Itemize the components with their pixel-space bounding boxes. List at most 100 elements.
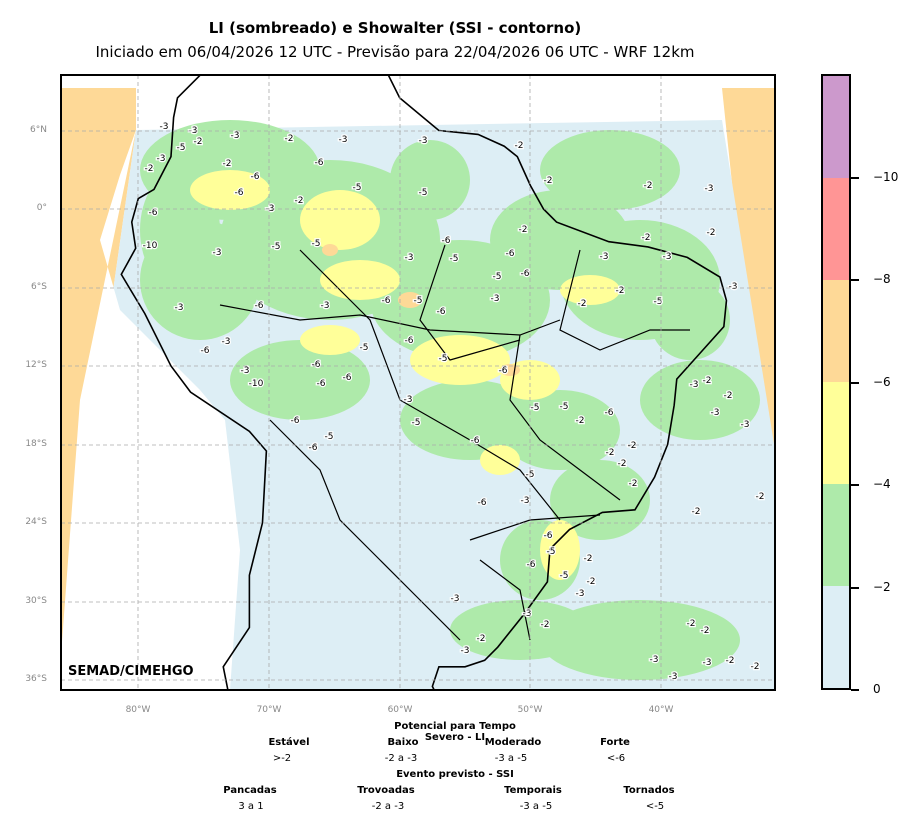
contour-label: -3 <box>523 609 532 619</box>
orange-area <box>398 292 422 308</box>
contour-label: -3 <box>405 253 414 263</box>
contour-label: -6 <box>315 158 324 168</box>
li-class-range: -3 a -5 <box>494 753 528 764</box>
contour-label: -2 <box>541 620 550 630</box>
contour-label: -6 <box>312 360 321 370</box>
ssi-class-range: -3 a -5 <box>519 801 553 812</box>
gridlines <box>61 75 775 690</box>
colorbar-segment <box>823 178 849 280</box>
contour-label: -2 <box>606 448 615 458</box>
contour-label: -6 <box>437 307 446 317</box>
yellow-area <box>300 325 360 355</box>
contour-label: -2 <box>578 299 587 309</box>
contour-label: -6 <box>506 249 515 259</box>
contour-label: -2 <box>223 159 232 169</box>
li-green-areas <box>140 120 760 680</box>
colorbar-label: 0 <box>873 682 881 696</box>
contour-label: -2 <box>515 141 524 151</box>
contour-label: -5 <box>412 418 421 428</box>
contour-label: -6 <box>251 172 260 182</box>
li-class-name: Forte <box>600 737 630 748</box>
contour-label: -3 <box>521 496 530 506</box>
ssi-contour-labels: -3 -3-5-2-3 -2 -3 -3 -2-3-2 -2-6-6-5 -5-2 -2 -3-6… <box>141 121 765 684</box>
contour-label: -5 <box>414 296 423 306</box>
contour-label: -5 <box>493 272 502 282</box>
contour-label: -10 <box>143 241 158 251</box>
contour-label: -5 <box>272 242 281 252</box>
contour-label: -3 <box>650 655 659 665</box>
lat-tick: 12°S <box>25 360 47 370</box>
contour-label: -2 <box>145 164 154 174</box>
contour-label: -5 <box>560 571 569 581</box>
green-area <box>550 460 650 540</box>
contour-label: -3 <box>157 154 166 164</box>
li-class-name: Estável <box>268 737 310 748</box>
contour-label: -5 <box>353 183 362 193</box>
lat-tick: 24°S <box>25 517 47 527</box>
contour-label: -6 <box>149 208 158 218</box>
lat-tick: 6°S <box>31 282 47 292</box>
ssi-legend-title: Evento previsto - SSI <box>396 769 514 780</box>
pacific-ocean <box>61 130 240 690</box>
contour-label: -5 <box>360 343 369 353</box>
contour-label: -3 <box>669 672 678 682</box>
contour-label: -2 <box>707 228 716 238</box>
contour-label: -3 <box>690 380 699 390</box>
contour-label: -3 <box>741 420 750 430</box>
contour-label: -3 <box>231 131 240 141</box>
contour-label: -2 <box>726 656 735 666</box>
colorbar-tick <box>851 587 859 589</box>
contour-label: -2 <box>692 507 701 517</box>
contour-label: -2 <box>751 662 760 672</box>
colorbar-segment <box>823 484 849 586</box>
lat-tick: 18°S <box>25 439 47 449</box>
contour-label: -6 <box>201 346 210 356</box>
contour-label: -3 <box>189 126 198 136</box>
contour-label: -2 <box>519 225 528 235</box>
ssi-class-name: Trovoadas <box>357 785 415 796</box>
contour-label: -3 <box>175 303 184 313</box>
ssi-class-range: <-5 <box>645 801 665 812</box>
contour-label: -2 <box>703 376 712 386</box>
contour-label: -3 <box>711 408 720 418</box>
green-area <box>230 340 370 420</box>
contour-label: -3 <box>404 395 413 405</box>
orange-band-east <box>722 88 775 450</box>
contour-label: -6 <box>382 296 391 306</box>
contour-label: -3 <box>451 594 460 604</box>
contour-label: -6 <box>255 301 264 311</box>
contour-label: -3 <box>576 589 585 599</box>
contour-label: -6 <box>605 408 614 418</box>
contour-label: -5 <box>547 547 556 557</box>
contour-label: -2 <box>687 619 696 629</box>
contour-label: -2 <box>477 634 486 644</box>
lat-tick: 0° <box>36 203 47 213</box>
orange-area <box>322 244 338 256</box>
contour-label: -3 <box>419 136 428 146</box>
contour-label: -2 <box>285 134 294 144</box>
contour-label: -5 <box>560 402 569 412</box>
lon-tick: 40°W <box>648 705 674 715</box>
contour-label: -5 <box>439 354 448 364</box>
colorbar-label: −8 <box>873 272 891 286</box>
contour-label: -2 <box>576 416 585 426</box>
contour-label: -6 <box>478 498 487 508</box>
contour-label: -3 <box>160 122 169 132</box>
contour-label: -6 <box>499 366 508 376</box>
green-area <box>650 280 730 360</box>
colorbar-label: −2 <box>873 580 891 594</box>
contour-label: -3 <box>339 135 348 145</box>
contour-label: -2 <box>616 286 625 296</box>
li-class-range: -2 a -3 <box>384 753 418 764</box>
contour-label: -2 <box>642 233 651 243</box>
contour-label: -2 <box>544 176 553 186</box>
contour-label: -3 <box>241 366 250 376</box>
contour-label: -3 <box>491 294 500 304</box>
lon-tick: 50°W <box>517 705 543 715</box>
contour-label: -6 <box>471 436 480 446</box>
contour-label: -6 <box>521 269 530 279</box>
contour-label: -2 <box>295 196 304 206</box>
contour-label: -5 <box>654 297 663 307</box>
contour-label: -3 <box>321 301 330 311</box>
